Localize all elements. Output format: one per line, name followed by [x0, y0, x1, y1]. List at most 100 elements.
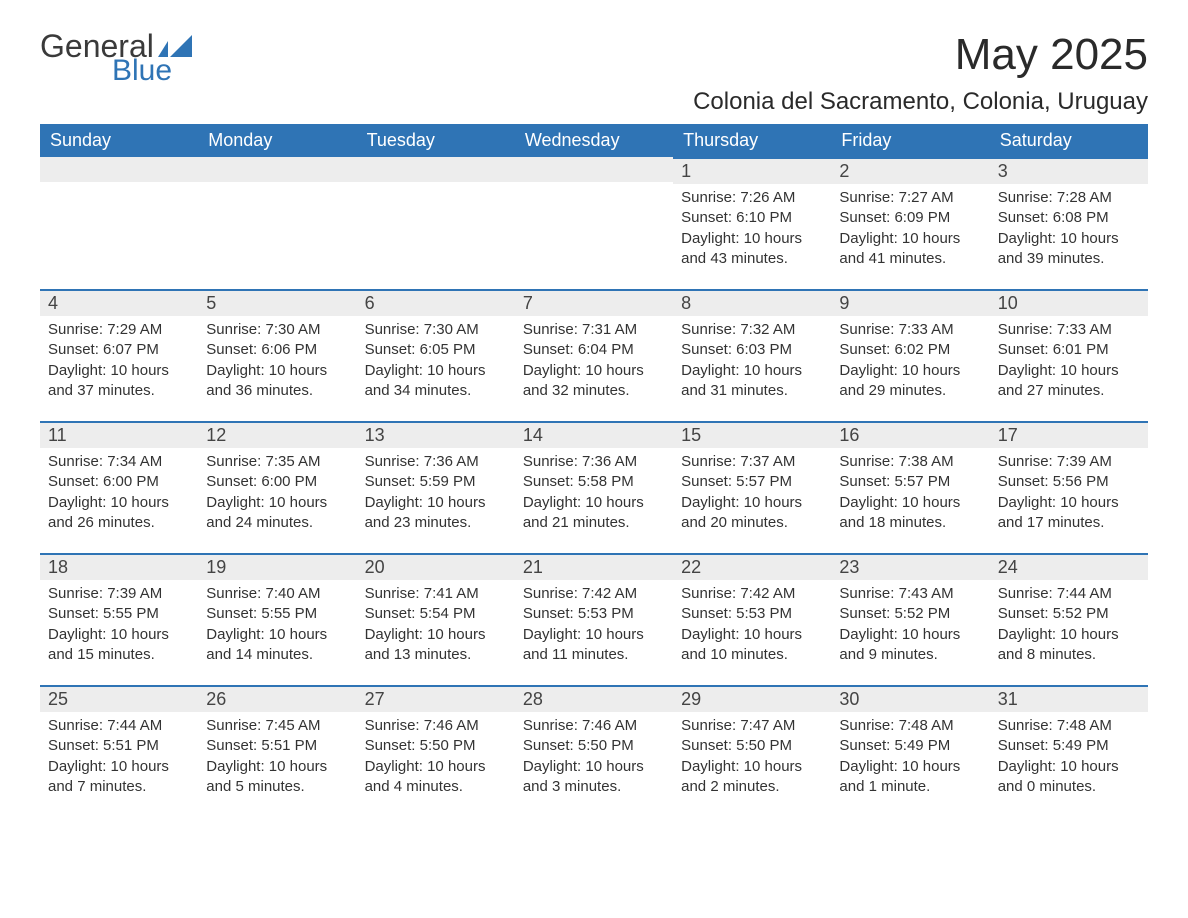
sunset-text: Sunset: 6:00 PM	[48, 472, 190, 492]
daylight-text: Daylight: 10 hours and 23 minutes.	[365, 493, 507, 534]
day-details: Sunrise: 7:39 AMSunset: 5:56 PMDaylight:…	[990, 448, 1148, 537]
day-number: 11	[40, 421, 198, 448]
day-number: 24	[990, 553, 1148, 580]
sunrise-text: Sunrise: 7:42 AM	[523, 584, 665, 604]
day-number: 13	[357, 421, 515, 448]
sunset-text: Sunset: 5:57 PM	[681, 472, 823, 492]
sunrise-text: Sunrise: 7:33 AM	[998, 320, 1140, 340]
daylight-text: Daylight: 10 hours and 17 minutes.	[998, 493, 1140, 534]
daylight-text: Daylight: 10 hours and 31 minutes.	[681, 361, 823, 402]
daylight-text: Daylight: 10 hours and 39 minutes.	[998, 229, 1140, 270]
day-number: 30	[831, 685, 989, 712]
calendar-day-cell: 5Sunrise: 7:30 AMSunset: 6:06 PMDaylight…	[198, 289, 356, 421]
calendar-day-cell: 30Sunrise: 7:48 AMSunset: 5:49 PMDayligh…	[831, 685, 989, 817]
sunset-text: Sunset: 5:53 PM	[681, 604, 823, 624]
day-number: 7	[515, 289, 673, 316]
sunrise-text: Sunrise: 7:46 AM	[365, 716, 507, 736]
sunrise-text: Sunrise: 7:28 AM	[998, 188, 1140, 208]
calendar-day-cell: 21Sunrise: 7:42 AMSunset: 5:53 PMDayligh…	[515, 553, 673, 685]
sunset-text: Sunset: 5:53 PM	[523, 604, 665, 624]
weekday-header: Wednesday	[515, 124, 673, 157]
day-number: 21	[515, 553, 673, 580]
day-details: Sunrise: 7:31 AMSunset: 6:04 PMDaylight:…	[515, 316, 673, 405]
sunrise-text: Sunrise: 7:36 AM	[523, 452, 665, 472]
sunset-text: Sunset: 6:04 PM	[523, 340, 665, 360]
daylight-text: Daylight: 10 hours and 15 minutes.	[48, 625, 190, 666]
sunrise-text: Sunrise: 7:44 AM	[998, 584, 1140, 604]
day-number: 3	[990, 157, 1148, 184]
daylight-text: Daylight: 10 hours and 32 minutes.	[523, 361, 665, 402]
daylight-text: Daylight: 10 hours and 37 minutes.	[48, 361, 190, 402]
daylight-text: Daylight: 10 hours and 41 minutes.	[839, 229, 981, 270]
day-details: Sunrise: 7:42 AMSunset: 5:53 PMDaylight:…	[515, 580, 673, 669]
day-details: Sunrise: 7:44 AMSunset: 5:51 PMDaylight:…	[40, 712, 198, 801]
day-details: Sunrise: 7:45 AMSunset: 5:51 PMDaylight:…	[198, 712, 356, 801]
calendar-week-row: 25Sunrise: 7:44 AMSunset: 5:51 PMDayligh…	[40, 685, 1148, 817]
day-details: Sunrise: 7:40 AMSunset: 5:55 PMDaylight:…	[198, 580, 356, 669]
day-number: 27	[357, 685, 515, 712]
weekday-header: Friday	[831, 124, 989, 157]
day-details: Sunrise: 7:29 AMSunset: 6:07 PMDaylight:…	[40, 316, 198, 405]
day-details: Sunrise: 7:30 AMSunset: 6:06 PMDaylight:…	[198, 316, 356, 405]
day-details: Sunrise: 7:26 AMSunset: 6:10 PMDaylight:…	[673, 184, 831, 273]
calendar-day-cell	[198, 157, 356, 289]
day-details: Sunrise: 7:32 AMSunset: 6:03 PMDaylight:…	[673, 316, 831, 405]
calendar-day-cell: 9Sunrise: 7:33 AMSunset: 6:02 PMDaylight…	[831, 289, 989, 421]
sunrise-text: Sunrise: 7:41 AM	[365, 584, 507, 604]
day-details: Sunrise: 7:33 AMSunset: 6:02 PMDaylight:…	[831, 316, 989, 405]
day-number-empty	[40, 157, 198, 182]
day-details: Sunrise: 7:28 AMSunset: 6:08 PMDaylight:…	[990, 184, 1148, 273]
sunrise-text: Sunrise: 7:47 AM	[681, 716, 823, 736]
sunrise-text: Sunrise: 7:35 AM	[206, 452, 348, 472]
sunset-text: Sunset: 5:56 PM	[998, 472, 1140, 492]
daylight-text: Daylight: 10 hours and 24 minutes.	[206, 493, 348, 534]
sunset-text: Sunset: 6:07 PM	[48, 340, 190, 360]
calendar-day-cell: 4Sunrise: 7:29 AMSunset: 6:07 PMDaylight…	[40, 289, 198, 421]
sunset-text: Sunset: 6:06 PM	[206, 340, 348, 360]
calendar-day-cell: 11Sunrise: 7:34 AMSunset: 6:00 PMDayligh…	[40, 421, 198, 553]
logo-text-blue: Blue	[112, 56, 192, 86]
day-details: Sunrise: 7:36 AMSunset: 5:58 PMDaylight:…	[515, 448, 673, 537]
day-details: Sunrise: 7:34 AMSunset: 6:00 PMDaylight:…	[40, 448, 198, 537]
day-details: Sunrise: 7:44 AMSunset: 5:52 PMDaylight:…	[990, 580, 1148, 669]
daylight-text: Daylight: 10 hours and 1 minute.	[839, 757, 981, 798]
day-number: 28	[515, 685, 673, 712]
day-details: Sunrise: 7:27 AMSunset: 6:09 PMDaylight:…	[831, 184, 989, 273]
calendar-day-cell	[515, 157, 673, 289]
day-number: 26	[198, 685, 356, 712]
day-number: 19	[198, 553, 356, 580]
sunset-text: Sunset: 5:55 PM	[48, 604, 190, 624]
daylight-text: Daylight: 10 hours and 27 minutes.	[998, 361, 1140, 402]
day-details: Sunrise: 7:43 AMSunset: 5:52 PMDaylight:…	[831, 580, 989, 669]
day-number: 20	[357, 553, 515, 580]
calendar-day-cell: 7Sunrise: 7:31 AMSunset: 6:04 PMDaylight…	[515, 289, 673, 421]
calendar-day-cell: 1Sunrise: 7:26 AMSunset: 6:10 PMDaylight…	[673, 157, 831, 289]
daylight-text: Daylight: 10 hours and 4 minutes.	[365, 757, 507, 798]
day-number-empty	[357, 157, 515, 182]
calendar-day-cell: 25Sunrise: 7:44 AMSunset: 5:51 PMDayligh…	[40, 685, 198, 817]
sunrise-text: Sunrise: 7:29 AM	[48, 320, 190, 340]
day-number: 17	[990, 421, 1148, 448]
day-number: 29	[673, 685, 831, 712]
daylight-text: Daylight: 10 hours and 29 minutes.	[839, 361, 981, 402]
sunset-text: Sunset: 5:51 PM	[206, 736, 348, 756]
day-number-empty	[515, 157, 673, 182]
title-block: May 2025 Colonia del Sacramento, Colonia…	[693, 30, 1148, 116]
day-number: 9	[831, 289, 989, 316]
sunset-text: Sunset: 5:50 PM	[681, 736, 823, 756]
daylight-text: Daylight: 10 hours and 11 minutes.	[523, 625, 665, 666]
daylight-text: Daylight: 10 hours and 10 minutes.	[681, 625, 823, 666]
day-details: Sunrise: 7:30 AMSunset: 6:05 PMDaylight:…	[357, 316, 515, 405]
calendar-day-cell: 29Sunrise: 7:47 AMSunset: 5:50 PMDayligh…	[673, 685, 831, 817]
sunset-text: Sunset: 6:03 PM	[681, 340, 823, 360]
sunset-text: Sunset: 6:08 PM	[998, 208, 1140, 228]
calendar-day-cell: 6Sunrise: 7:30 AMSunset: 6:05 PMDaylight…	[357, 289, 515, 421]
daylight-text: Daylight: 10 hours and 7 minutes.	[48, 757, 190, 798]
day-number: 15	[673, 421, 831, 448]
sunset-text: Sunset: 5:51 PM	[48, 736, 190, 756]
daylight-text: Daylight: 10 hours and 34 minutes.	[365, 361, 507, 402]
calendar-table: SundayMondayTuesdayWednesdayThursdayFrid…	[40, 124, 1148, 817]
sunrise-text: Sunrise: 7:30 AM	[365, 320, 507, 340]
day-number: 31	[990, 685, 1148, 712]
daylight-text: Daylight: 10 hours and 21 minutes.	[523, 493, 665, 534]
